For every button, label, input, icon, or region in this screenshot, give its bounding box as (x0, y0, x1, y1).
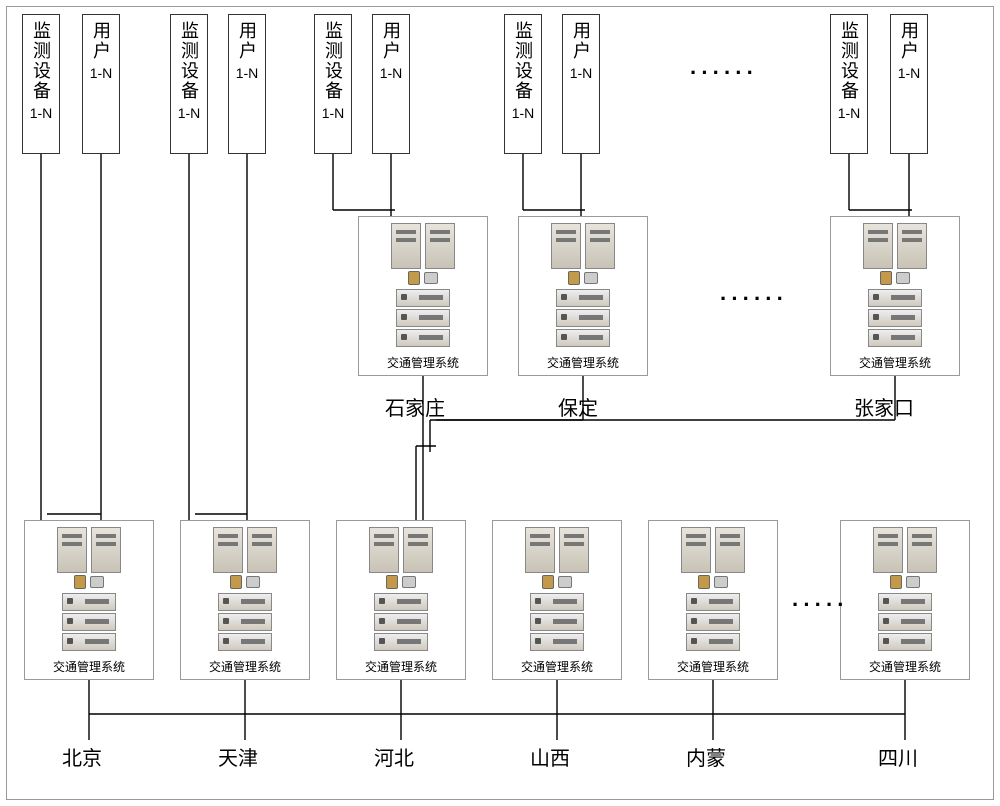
device-box: 监测设备1-N (22, 14, 60, 154)
province-label: 山西 (530, 742, 570, 771)
ellipsis-icon: ······ (720, 286, 788, 312)
system-caption: 交通管理系统 (831, 354, 959, 371)
system-box-province: 交通管理系统 (840, 520, 970, 680)
user-box: 用户1-N (890, 14, 928, 154)
province-label: 北京 (62, 742, 102, 771)
system-box-city: 交通管理系统 (518, 216, 648, 376)
province-label: 天津 (218, 742, 258, 771)
system-box-province: 交通管理系统 (648, 520, 778, 680)
province-label: 内蒙 (686, 742, 726, 771)
city-label: 张家口 (854, 392, 914, 421)
system-caption: 交通管理系统 (25, 658, 153, 675)
system-caption: 交通管理系统 (359, 354, 487, 371)
device-box: 监测设备1-N (504, 14, 542, 154)
province-label: 四川 (878, 742, 918, 771)
system-box-province: 交通管理系统 (336, 520, 466, 680)
province-label: 河北 (374, 742, 414, 771)
device-box: 监测设备1-N (314, 14, 352, 154)
device-box: 监测设备1-N (170, 14, 208, 154)
system-caption: 交通管理系统 (841, 658, 969, 675)
user-box: 用户1-N (82, 14, 120, 154)
system-box-province: 交通管理系统 (492, 520, 622, 680)
ellipsis-icon: ····· (792, 592, 849, 618)
device-box: 监测设备1-N (830, 14, 868, 154)
system-caption: 交通管理系统 (337, 658, 465, 675)
user-box: 用户1-N (372, 14, 410, 154)
user-box: 用户1-N (562, 14, 600, 154)
system-box-province: 交通管理系统 (180, 520, 310, 680)
system-caption: 交通管理系统 (493, 658, 621, 675)
system-caption: 交通管理系统 (181, 658, 309, 675)
user-box: 用户1-N (228, 14, 266, 154)
city-label: 保定 (558, 392, 598, 421)
system-box-city: 交通管理系统 (358, 216, 488, 376)
system-caption: 交通管理系统 (649, 658, 777, 675)
system-box-city: 交通管理系统 (830, 216, 960, 376)
ellipsis-icon: ······ (690, 60, 758, 86)
system-box-province: 交通管理系统 (24, 520, 154, 680)
system-caption: 交通管理系统 (519, 354, 647, 371)
city-label: 石家庄 (385, 392, 445, 421)
